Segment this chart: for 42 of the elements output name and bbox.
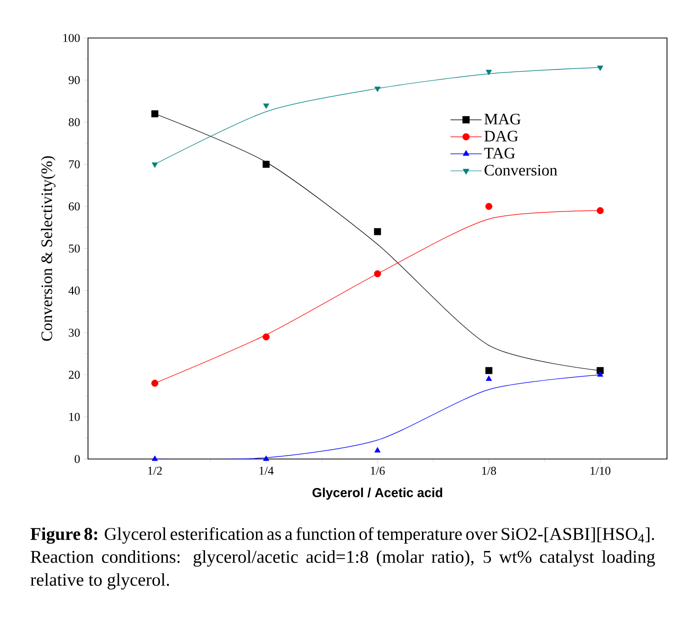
point <box>486 70 492 76</box>
point <box>374 270 381 278</box>
y-tick-label: 50 <box>68 244 80 253</box>
legend-label: DAG <box>484 130 518 142</box>
point <box>374 86 381 92</box>
point <box>263 456 270 461</box>
y-tick-label: 70 <box>69 160 80 168</box>
x-tick-label: 1/8 <box>482 466 496 475</box>
point <box>486 376 492 381</box>
point <box>152 456 158 461</box>
point <box>485 367 492 374</box>
point <box>151 110 158 118</box>
point <box>151 380 158 387</box>
x-tick-label: 1/6 <box>370 466 385 475</box>
y-tick-label: 0 <box>74 454 80 464</box>
text: Figure 8: Glycerol esterification as a function of temperature over SiO2-[ASBI][HSO$_{4}$]. Reaction conditions: glycerol/acetic acid=1:8 (molar ratio), 5 wt% catalyst loading relative to glycerol. <box>30 527 655 590</box>
y-tick-label: 30 <box>68 328 80 337</box>
x-tick-label: 1/2 <box>148 466 162 475</box>
y-tick-label: 80 <box>68 118 80 126</box>
legend-label: Conversion <box>484 164 558 176</box>
point <box>374 447 381 452</box>
point <box>597 66 604 71</box>
point <box>263 104 270 109</box>
point <box>596 207 604 214</box>
y-tick-label: 100 <box>63 34 80 42</box>
x-axis-title: Glycerol / Acetic acid <box>312 488 442 500</box>
point <box>597 371 604 377</box>
y-tick-label: 60 <box>68 202 80 210</box>
point <box>374 228 381 236</box>
y-tick-label: 20 <box>68 370 80 379</box>
y-axis-title: Conversion & Selectivity(%) <box>40 156 56 341</box>
y-tick-label: 10 <box>69 412 80 421</box>
point <box>152 162 158 168</box>
legend-label: TAG <box>484 148 515 159</box>
point <box>262 333 270 340</box>
y-tick-label: 40 <box>68 286 80 295</box>
legend-label: MAG <box>484 114 521 124</box>
point <box>485 202 492 210</box>
x-tick-label: 1/4 <box>260 466 274 475</box>
x-tick-label: 1/10 <box>590 466 610 475</box>
point <box>262 160 270 168</box>
y-tick-label: 90 <box>68 76 80 84</box>
